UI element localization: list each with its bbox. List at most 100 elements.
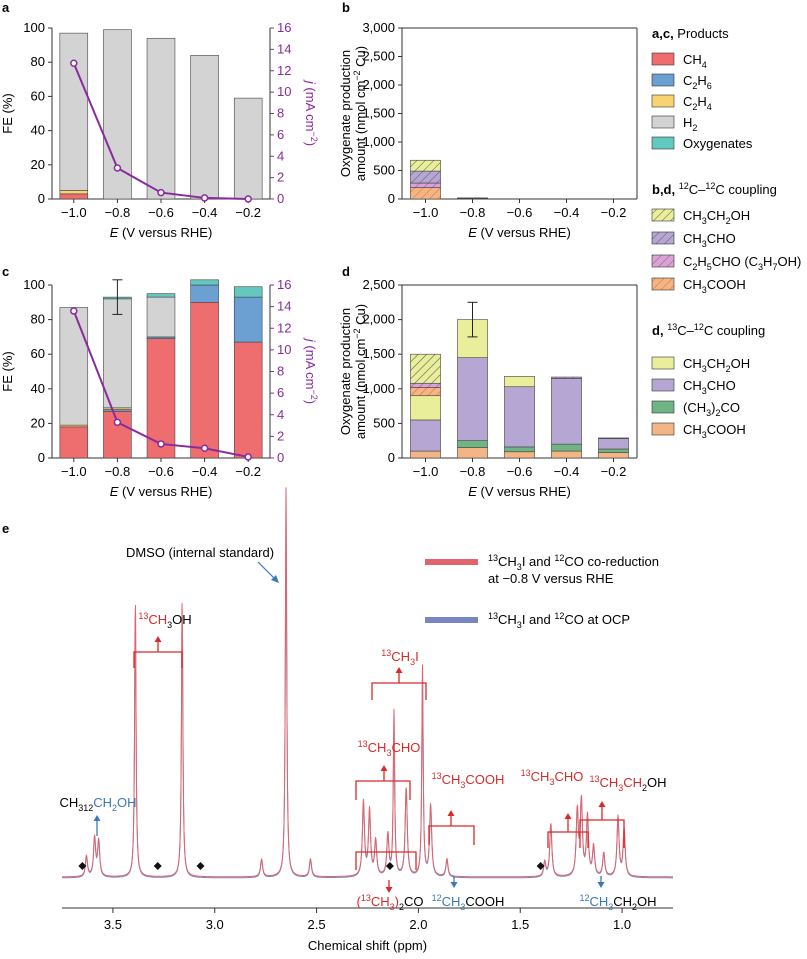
legend-label-c2h4: C2H4 [683,94,712,112]
bar-segment [410,159,441,172]
x-tick-label: 3.0 [206,917,224,932]
y2-tick-label: 14 [277,299,291,314]
annotation-13ch3i: 13CH3I [381,648,418,667]
diamond-marker [196,862,205,870]
legend-label-12c-acetic: CH3COOH [683,277,746,295]
current-density-point [244,453,252,461]
legend-swatch-13c-acetone [651,400,675,414]
bar-segment [59,32,89,191]
bar-segment [598,438,629,450]
y-tick-label: 2,500 [362,49,395,64]
y2-tick-label: 10 [277,342,291,357]
y2-tick-label: 0 [277,191,284,206]
arrow-13ch3cho-head [380,765,388,771]
y-tick-label: 40 [31,381,45,396]
y-tick-label: 20 [31,157,45,172]
bar-segment [504,386,535,448]
x-tick-label: −0.4 [192,464,218,479]
legend-label-12c-ethanol: CH3CH2OH [683,208,750,226]
y-axis-label-line1: Oxygenate production [338,308,353,435]
x-tick-label: 2.0 [409,917,427,932]
bar-segment [410,187,441,200]
bar-segment [504,446,535,453]
x-tick-label: −1.0 [413,464,439,479]
legend-label-c2h6: C2H6 [683,73,712,91]
bar-segment [410,182,441,188]
current-density-point [200,194,209,202]
y2-tick-label: 12 [277,63,291,78]
y-tick-label: 3,000 [362,20,395,35]
bracket-13ch3cooh [428,825,475,845]
current-density-point [113,418,122,427]
y-tick-label: 0 [388,191,395,206]
bar-segment [504,451,535,459]
x-tick-label: −0.2 [235,464,261,479]
bar-segment [410,170,441,184]
y-tick-label: 80 [31,312,45,327]
annotation-13ch3cooh: 13CH3COOH [432,771,505,790]
chart-panel-e: 3.5 3.0 2.5 2.0 1.5 1.0 Chemical shift (ppm) 13… [59,487,673,953]
bar-segment [233,286,263,298]
legend-label-12c-propanal: C2H5CHO (C3H7OH) [683,254,801,272]
x-tick-label: −0.6 [507,464,533,479]
x-tick-label: −0.8 [460,205,486,220]
bar-segment [410,395,441,421]
y-axis-label-line2: amount (nmol cm−2 Cu) [352,304,368,439]
bar-segment [59,193,89,200]
x-tick-label: −0.8 [105,464,131,479]
legend-label-co-reduction-line2: at −0.8 V versus RHE [488,571,614,586]
bracket-13ch3i [371,682,427,700]
y-tick-label: 100 [23,20,45,35]
x-axis-label: E (V versus RHE) [110,225,213,240]
bar-segment [457,197,488,199]
y-tick-label: 2,500 [362,277,395,292]
y2-tick-label: 0 [277,450,284,465]
bar-segment [598,452,629,459]
bar-segment [190,284,219,303]
bar-segment [504,376,535,388]
bar-segment [598,437,629,439]
bar-segment [59,426,89,459]
y2-tick-label: 2 [277,170,284,185]
legend-swatch-12c-ethanol [651,208,675,222]
y-tick-label: 500 [373,163,395,178]
bar-segment [551,378,582,445]
chart-panel-d: 0 500 1,000 1,500 2,000 2,500 −1.0 −0.8 −0.6 −0.4… [338,277,638,499]
diamond-marker [153,862,162,870]
legend-label-13c-acetic: CH3COOH [683,422,746,440]
y-axis-label: FE (%) [0,351,15,391]
y2-tick-label: 10 [277,84,291,99]
bar-segment [59,307,89,426]
x-tick-label: −0.4 [554,464,580,479]
annotation-12ch3ch2oh: 12CH3CH2OH [579,893,656,912]
y2-tick-label: 6 [277,127,284,142]
legend: a,c, Products CH4 C2H6 C2H4 H2 Oxygenate… [651,26,801,440]
legend-ac-title: a,c, Products [652,26,729,41]
y2-tick-label: 4 [277,148,284,163]
y-tick-label: 1,000 [362,381,395,396]
x-tick-label: −0.4 [192,205,218,220]
x-tick-label: 3.5 [104,917,122,932]
x-tick-label: −0.2 [601,464,627,479]
arrow-13ch3-2co-head [385,887,393,893]
annotation-12ch3cooh: 12CH3COOH [432,893,505,912]
panel-label-e: e [2,521,9,536]
y2-tick-label: 16 [277,277,291,292]
bar-segment [233,341,263,459]
bar-segment [103,298,132,409]
annotation-13ch3-2co: (13CH3)2CO [356,893,423,912]
bracket-13ch3-2co-top [355,851,417,870]
y2-tick-label: 4 [277,407,284,422]
y-tick-label: 20 [31,415,45,430]
legend-swatch-12c-acetaldehyde [651,231,675,245]
bar-segment [146,296,176,338]
bar-segment [233,97,263,200]
y-tick-label: 1,500 [362,106,395,121]
x-tick-label: −0.6 [148,205,174,220]
arrow-12ch3ch2oh-head [597,882,605,888]
arrow-13ch3cooh-head [447,810,455,816]
y2-tick-label: 12 [277,320,291,335]
